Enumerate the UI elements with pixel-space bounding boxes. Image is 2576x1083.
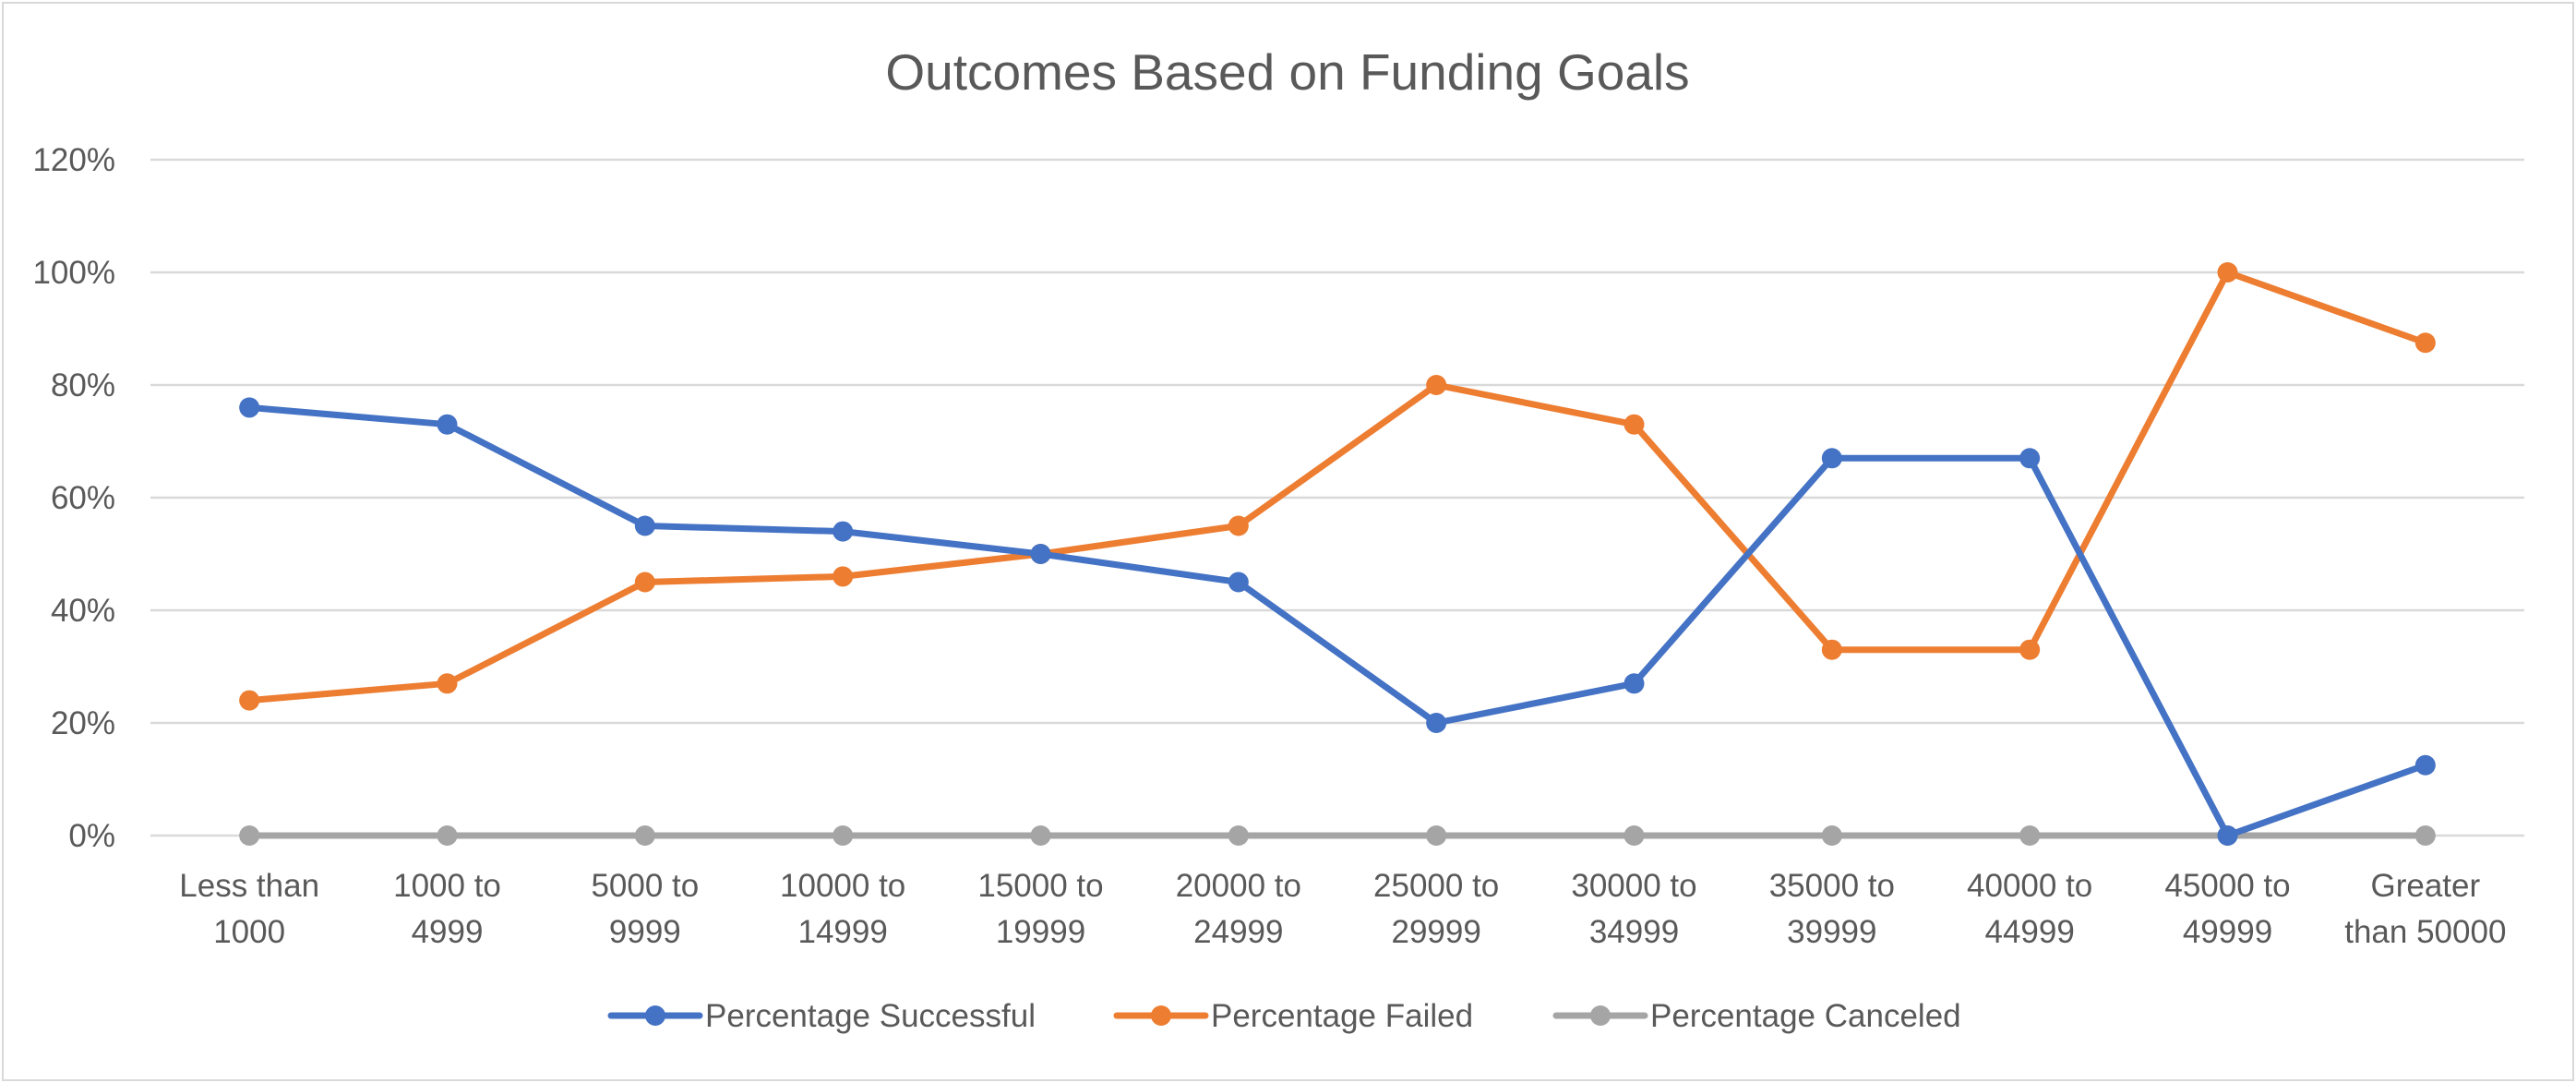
series-line [246,269,2429,704]
gridlines [150,158,2524,837]
x-tick-label: Greater than 50000 [2344,868,2506,950]
legend-marker [645,1005,665,1026]
legend-label: Percentage Successful [705,998,1036,1034]
data-point [1821,639,1842,660]
data-point [1228,572,1249,593]
legend-marker [1590,1005,1611,1026]
x-tick-label: 40000 to 44999 [1967,868,2092,950]
data-point [2019,448,2041,469]
x-tick-label: 15000 to 19999 [977,868,1103,950]
y-tick-label: 0% [68,818,115,854]
x-tick-label: 45000 to 49999 [2164,868,2290,950]
data-point [1030,544,1051,564]
legend-label: Percentage Canceled [1650,998,1961,1034]
x-tick-label: 20000 to 24999 [1176,868,1301,950]
data-point [437,673,458,694]
y-tick-label: 100% [32,255,115,291]
legend: Percentage Successful Percentage Failed Pe… [607,998,1961,1034]
data-point [634,825,655,846]
data-point [437,825,458,846]
y-tick-label: 80% [51,367,115,403]
data-point [1426,375,1447,395]
data-point [1623,673,1645,694]
data-point [2414,825,2436,846]
data-point [2217,262,2238,283]
data-point [239,825,260,846]
y-tick-label: 20% [51,705,115,741]
y-tick-label: 40% [51,593,115,629]
data-point [2217,825,2238,846]
x-tick-label: 30000 to 34999 [1571,868,1696,950]
legend-item: Percentage Failed [1113,998,1473,1034]
data-point [1623,414,1645,435]
data-point [239,397,260,418]
x-axis-tick-labels: Less than 1000 1000 to 4999 5000 to 9999 10000… [179,868,2506,950]
x-tick-label: Less than 1000 [179,868,319,950]
y-tick-label: 120% [32,142,115,178]
data-point [1426,825,1447,846]
legend-item: Percentage Successful [607,998,1036,1034]
x-tick-label: 5000 to 9999 [591,868,699,950]
data-point [634,572,655,593]
data-point [1228,515,1249,536]
x-tick-label: 10000 to 14999 [780,868,905,950]
data-point [2019,639,2041,660]
data-point [2019,825,2041,846]
series-line [246,403,2429,839]
y-axis-tick-labels: 0% 20% 40% 60% 80% 100% 120% [32,142,115,854]
chart-title: Outcomes Based on Funding Goals [885,43,1689,101]
data-point [1228,825,1249,846]
data-point [634,515,655,536]
data-point [1623,825,1645,846]
series-lines [239,262,2436,846]
legend-item: Percentage Canceled [1552,998,1961,1034]
data-point [1821,448,1842,469]
data-point [1426,713,1447,733]
y-tick-label: 60% [51,480,115,516]
data-point [833,825,854,846]
series-2 [239,825,2436,846]
legend-label: Percentage Failed [1211,998,1473,1034]
x-tick-label: 1000 to 4999 [393,868,501,950]
data-point [2414,332,2436,354]
data-point [1030,825,1051,846]
x-tick-label: 25000 to 29999 [1373,868,1499,950]
series-0 [239,397,2436,846]
legend-marker [1151,1005,1171,1026]
x-tick-label: 35000 to 39999 [1769,868,1895,950]
data-point [833,521,854,542]
data-point [1821,825,1842,846]
data-point [833,566,854,587]
data-point [2414,754,2436,776]
data-point [239,690,260,711]
data-point [437,414,458,435]
